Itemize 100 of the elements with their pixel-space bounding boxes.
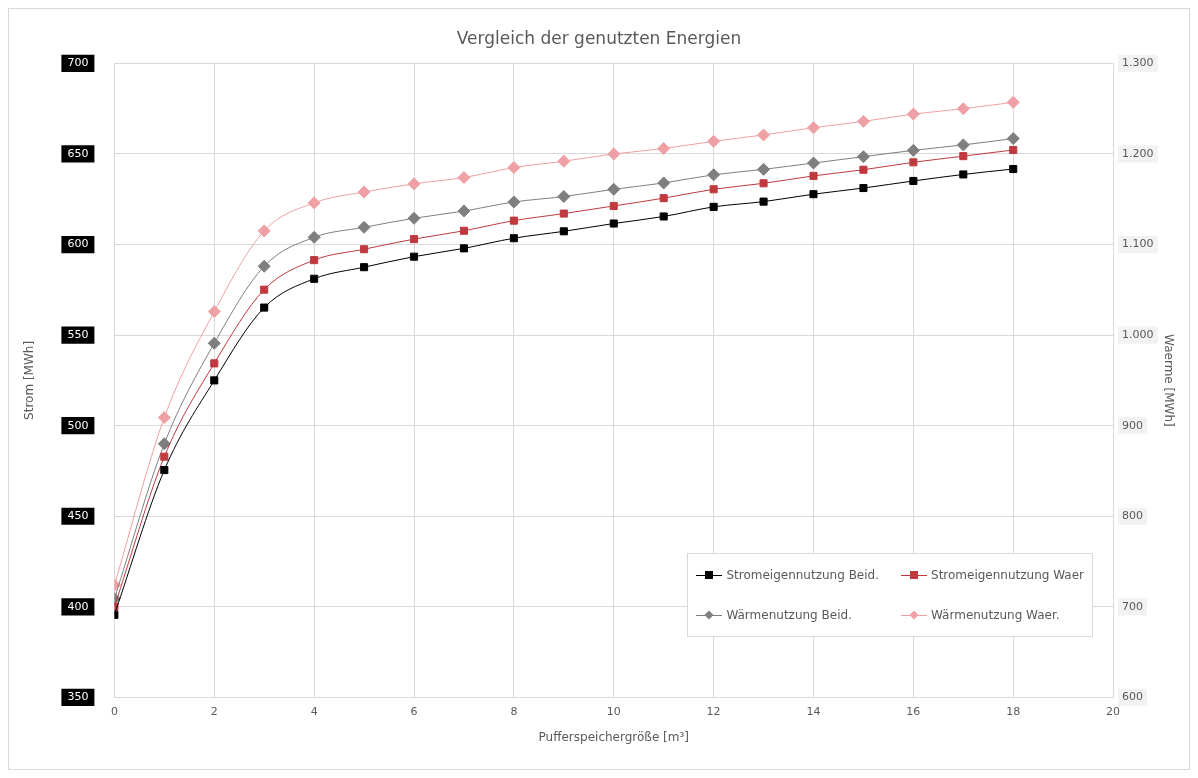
point (906, 143, 920, 157)
y-tick-label: 550 (67, 327, 89, 341)
point (210, 376, 219, 385)
point (307, 230, 321, 244)
y2-tick-label: 1.100 (1122, 237, 1154, 251)
x-tick-label: 6 (410, 704, 418, 718)
point (659, 212, 668, 221)
point (707, 134, 721, 148)
point (559, 227, 568, 236)
point (457, 171, 471, 185)
point (609, 219, 618, 228)
point (559, 209, 568, 218)
point (757, 128, 771, 142)
y2-tick-label: 700 (1122, 599, 1144, 613)
point (859, 165, 868, 174)
point (157, 411, 171, 425)
x-tick-label: 8 (510, 704, 518, 718)
point (207, 305, 221, 319)
point (257, 259, 271, 273)
point (357, 220, 371, 234)
point (757, 162, 771, 176)
point (1006, 132, 1020, 146)
point (959, 152, 968, 161)
point (160, 452, 169, 461)
y2-tick-label: 800 (1122, 509, 1144, 523)
y2-tick-label: 1.300 (1122, 56, 1154, 70)
x-tick-label: 12 (706, 704, 721, 718)
point (1009, 164, 1018, 174)
point (959, 170, 968, 179)
point (507, 195, 521, 209)
x-tick-label: 2 (210, 704, 218, 718)
point (856, 150, 870, 164)
point (507, 161, 521, 175)
y-tick-label: 400 (67, 599, 89, 613)
point (360, 245, 369, 254)
y-tick-label: 700 (67, 56, 89, 70)
point (409, 235, 419, 244)
y-axis-title: Strom [MWh] (22, 340, 37, 420)
y2-tick-label: 1.200 (1122, 146, 1154, 160)
point (609, 201, 618, 210)
x-tick-label: 16 (906, 704, 921, 718)
point (759, 197, 768, 206)
point (607, 147, 621, 161)
point (459, 226, 468, 235)
point (310, 274, 319, 283)
point (1009, 145, 1018, 155)
chart-title: Vergleich der genutzten Energien (456, 27, 742, 48)
point (409, 252, 419, 261)
point (856, 114, 870, 128)
x-tick-label: 4 (310, 704, 318, 718)
point (310, 256, 319, 265)
x-tick-label: 10 (606, 704, 621, 718)
point (210, 359, 219, 368)
y2-tick-label: 600 (1122, 690, 1144, 704)
point (160, 466, 169, 475)
point (407, 177, 421, 191)
point (207, 336, 221, 350)
point (607, 182, 621, 196)
point (906, 107, 920, 121)
y2-axis-title: Waerme [MWh] (1161, 334, 1176, 427)
point (809, 190, 818, 199)
point (360, 263, 369, 272)
y-tick-label: 600 (67, 237, 89, 251)
point (260, 303, 269, 312)
point (657, 142, 671, 156)
point (759, 179, 768, 188)
point (457, 204, 471, 218)
x-tick-label: 18 (1006, 704, 1021, 718)
point (657, 176, 671, 190)
point (157, 437, 171, 451)
legend-label: Wärmenutzung Beid. (726, 608, 852, 622)
legend-label: Wärmenutzung Waer. (931, 608, 1060, 622)
x-axis-title: Pufferspeichergröße [m³] (538, 729, 689, 744)
point (807, 121, 820, 135)
point (407, 211, 421, 225)
y-tick-label: 350 (67, 690, 89, 704)
point (459, 244, 468, 253)
point (809, 171, 818, 180)
point (956, 102, 970, 116)
y2-tick-label: 1.000 (1122, 327, 1154, 341)
point (807, 156, 820, 170)
point (659, 194, 668, 203)
y-tick-label: 650 (67, 146, 89, 160)
point (707, 168, 721, 182)
x-tick-label: 0 (110, 704, 118, 718)
point (307, 196, 321, 210)
y-tick-label: 500 (67, 418, 89, 432)
y-tick-label: 450 (67, 509, 89, 523)
legend-label: Stromeigennutzung Beid. (726, 568, 880, 582)
point (260, 285, 269, 294)
x-tick-label: 14 (806, 704, 821, 718)
point (956, 138, 970, 152)
x-tick-label: 20 (1106, 704, 1121, 718)
point (1006, 95, 1020, 109)
point (557, 190, 571, 204)
legend-label: Stromeigennutzung Waer (931, 568, 1084, 582)
point (509, 216, 518, 225)
point (357, 185, 371, 199)
point (909, 176, 918, 185)
point (709, 185, 718, 194)
